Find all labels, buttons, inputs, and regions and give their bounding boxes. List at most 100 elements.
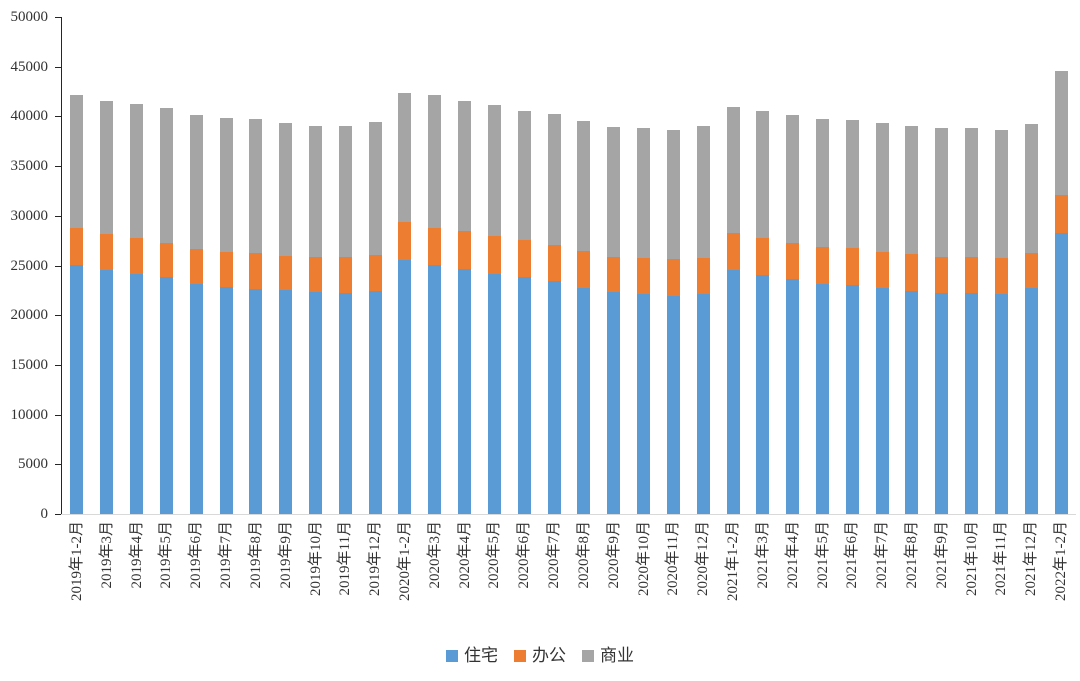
bar-segment [398,92,412,222]
bar-segment [756,111,770,238]
x-axis-tick-label: 2020年8月 [575,521,592,589]
bar-segment [279,255,293,291]
bar-segment [517,111,531,240]
bar-segment [905,291,919,514]
bar-segment [666,258,680,297]
stacked-bar [428,94,442,514]
bar-segment [637,257,651,295]
stacked-bar [845,120,859,514]
bar-segment [965,256,979,294]
bar-segment [637,128,651,258]
bar-segment [816,119,829,247]
bar-segment [219,251,233,288]
x-axis-tick-label: 2021年4月 [784,521,801,589]
bar-segment [100,269,114,514]
stacked-bar [368,122,382,514]
bar-segment [905,126,919,254]
y-axis-tick-label: 25000 [10,257,49,274]
bar-segment [398,259,412,514]
stacked-bar [1054,70,1068,514]
x-axis-tick-label: 2021年1-2月 [725,521,742,601]
bar-segment [726,269,740,514]
bar-segment [398,221,412,260]
bar-segment [547,244,561,282]
stacked-bar [786,115,800,514]
x-axis-tick-label: 2021年9月 [933,521,950,589]
stacked-bar [279,123,293,514]
x-axis-tick-label: 2020年4月 [456,521,473,589]
y-axis-tick-label: 40000 [10,108,49,125]
y-axis-tick [55,364,61,366]
x-axis-tick-label: 2020年9月 [605,521,622,589]
x-axis-tick-label: 2021年3月 [754,521,771,589]
stacked-bar [935,128,949,514]
bar-segment [159,242,173,278]
bar-segment [309,256,322,293]
bar-segment [517,239,531,278]
bar-segment [70,227,84,265]
y-axis-tick [55,166,61,168]
legend-swatch [582,650,594,662]
bar-segment [1024,252,1038,289]
x-axis-tick-label: 2020年10月 [635,521,652,597]
x-axis-tick-label: 2019年5月 [158,521,175,589]
bar-segment [577,250,591,289]
stacked-bar [249,119,263,514]
bar-segment [965,293,979,514]
stacked-bar [1024,124,1038,514]
bar-segment [547,114,561,245]
stacked-bar [309,126,322,514]
x-axis-tick-label: 2020年11月 [665,521,682,596]
bar-segment [249,252,263,290]
bar-segment [189,248,203,285]
bar-segment [159,108,173,243]
bar-segment [845,247,859,286]
bar-segment [577,121,591,251]
bar-segment [458,230,472,269]
bar-segment [219,287,233,514]
stacked-bar [666,130,680,514]
bar-segment [159,277,173,514]
x-axis-tick-label: 2020年6月 [516,521,533,589]
y-axis-tick [55,464,61,466]
legend-swatch [446,650,458,662]
bar-segment [994,130,1008,258]
bar-segment [487,235,501,274]
y-axis-tick [55,17,61,18]
bar-segment [875,123,889,252]
bar-segment [130,237,144,274]
bar-segment [130,273,144,514]
bar-segment [100,233,114,270]
stacked-bar [398,92,412,514]
bar-segment [189,284,203,514]
bar-segment [845,120,859,248]
bar-segment [338,256,352,294]
stacked-bar [905,126,919,514]
bar-segment [994,257,1008,295]
stacked-bar [517,111,531,514]
bar-segment [547,281,561,514]
legend-label: 商业 [600,646,634,665]
y-axis-tick-label: 20000 [10,307,49,324]
bar-segment [637,294,651,514]
stacked-bar [219,118,233,514]
bar-segment [905,253,919,292]
bar-segment [816,284,829,514]
stacked-bar [637,128,651,514]
legend-item: 商业 [582,647,634,665]
stacked-bar [607,127,621,514]
bar-segment [965,128,979,257]
bar-segment [338,293,352,514]
x-axis-tick-label: 2019年12月 [367,521,384,597]
bar-segment [70,94,84,228]
x-axis-tick-label: 2019年6月 [188,521,205,589]
bar-segment [756,275,770,514]
x-axis-tick-label: 2019年11月 [337,521,354,596]
bar-segment [875,251,889,289]
bar-segment [607,256,621,293]
x-axis-tick-label: 2020年3月 [426,521,443,589]
y-axis-tick-label: 30000 [10,207,49,224]
bar-segment [1054,232,1068,514]
bar-segment [279,123,293,256]
stacked-bar [100,100,114,514]
